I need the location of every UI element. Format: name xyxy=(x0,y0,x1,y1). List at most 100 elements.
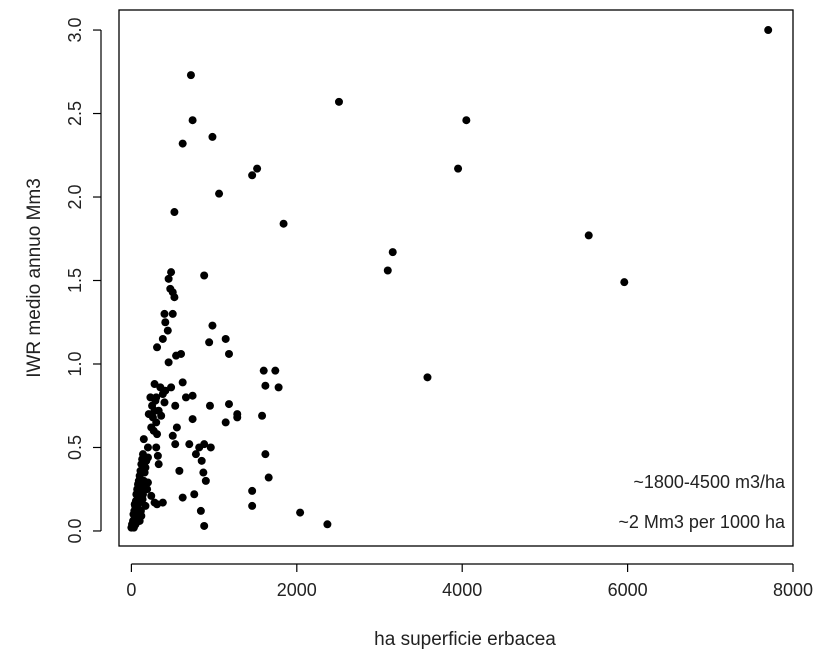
data-point xyxy=(200,271,209,280)
data-point xyxy=(224,349,233,358)
y-tick-label: 2.0 xyxy=(65,184,85,209)
y-tick-label: 0.0 xyxy=(65,518,85,543)
data-point xyxy=(167,268,176,277)
data-point xyxy=(224,400,233,409)
data-points xyxy=(127,26,773,532)
data-point xyxy=(279,219,288,228)
data-point xyxy=(261,450,270,459)
plot-frame xyxy=(118,9,794,547)
data-point xyxy=(584,231,593,240)
x-tick-label: 0 xyxy=(126,580,136,600)
data-point xyxy=(153,451,162,460)
data-point xyxy=(233,413,242,422)
data-point xyxy=(168,431,177,440)
data-point xyxy=(201,476,210,485)
data-point xyxy=(149,426,158,435)
data-point xyxy=(178,378,187,387)
data-point xyxy=(253,164,262,173)
data-point xyxy=(158,334,167,343)
y-axis-title: IWR medio annuo Mm3 xyxy=(24,178,45,378)
annotation-range: ~1800-4500 m3/ha xyxy=(633,472,786,492)
data-point xyxy=(152,393,161,402)
data-point xyxy=(200,521,209,530)
data-point xyxy=(190,490,199,499)
data-point xyxy=(323,520,332,529)
data-point xyxy=(175,466,184,475)
x-tick-label: 2000 xyxy=(277,580,317,600)
data-point xyxy=(143,453,152,462)
x-tick-label: 6000 xyxy=(608,580,648,600)
data-point xyxy=(141,501,150,510)
data-point xyxy=(154,460,163,469)
data-point xyxy=(132,515,141,524)
data-point xyxy=(161,386,170,395)
data-point xyxy=(221,334,230,343)
data-point xyxy=(181,393,190,402)
data-point xyxy=(764,26,773,35)
data-point xyxy=(160,309,169,318)
y-tick-label: 1.5 xyxy=(65,268,85,293)
data-point xyxy=(168,309,177,318)
data-point xyxy=(423,373,432,382)
data-point xyxy=(271,366,280,375)
x-axis-title: ha superficie erbacea xyxy=(374,629,556,650)
data-point xyxy=(188,415,197,424)
data-point xyxy=(248,486,257,495)
data-point xyxy=(171,401,180,410)
data-point xyxy=(200,440,209,449)
data-point xyxy=(261,381,270,390)
data-point xyxy=(164,358,173,367)
data-point xyxy=(152,443,161,452)
data-point xyxy=(139,435,148,444)
x-tick-label: 4000 xyxy=(442,580,482,600)
data-point xyxy=(134,508,143,517)
data-point xyxy=(620,278,629,287)
y-tick-label: 1.0 xyxy=(65,351,85,376)
data-point xyxy=(221,418,230,427)
data-point xyxy=(150,380,159,389)
data-point xyxy=(199,468,208,477)
data-point xyxy=(141,463,150,472)
data-point xyxy=(208,321,217,330)
y-axis: 0.0 0.5 1.0 1.5 2.0 2.5 3.0 xyxy=(65,18,102,543)
y-tick-label: 0.5 xyxy=(65,435,85,460)
data-point xyxy=(172,423,181,432)
data-point xyxy=(383,266,392,275)
data-point xyxy=(130,500,139,509)
data-point xyxy=(215,189,224,198)
data-point xyxy=(259,366,268,375)
data-point xyxy=(157,411,166,420)
data-point xyxy=(178,493,187,502)
data-point xyxy=(197,456,206,465)
data-point xyxy=(462,116,471,125)
data-point xyxy=(191,450,200,459)
data-point xyxy=(138,490,147,499)
data-point xyxy=(160,398,169,407)
data-point xyxy=(205,338,214,347)
data-point xyxy=(296,508,305,517)
data-point xyxy=(153,343,162,352)
data-point xyxy=(152,418,161,427)
data-point xyxy=(196,506,205,515)
data-point xyxy=(177,349,186,358)
data-point xyxy=(248,501,257,510)
annotation-rate: ~2 Mm3 per 1000 ha xyxy=(618,512,786,532)
data-point xyxy=(206,443,215,452)
x-tick-label: 8000 xyxy=(773,580,813,600)
data-point xyxy=(274,383,283,392)
data-point xyxy=(161,318,170,327)
data-point xyxy=(205,401,214,410)
data-point xyxy=(143,443,152,452)
data-point xyxy=(163,326,172,335)
data-point xyxy=(143,478,152,487)
data-point xyxy=(171,440,180,449)
data-point xyxy=(334,97,343,106)
data-point xyxy=(153,500,162,509)
data-point xyxy=(248,171,257,180)
data-point xyxy=(258,411,267,420)
data-point xyxy=(178,139,187,148)
data-point xyxy=(164,274,173,283)
data-point xyxy=(454,164,463,173)
